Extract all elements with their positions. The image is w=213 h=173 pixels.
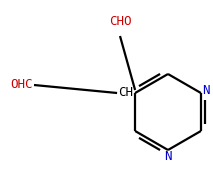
Text: OHC: OHC: [10, 79, 33, 92]
Text: CHO: CHO: [109, 15, 131, 28]
Text: N: N: [202, 84, 210, 97]
Text: CH: CH: [118, 86, 133, 99]
Text: N: N: [164, 149, 172, 162]
